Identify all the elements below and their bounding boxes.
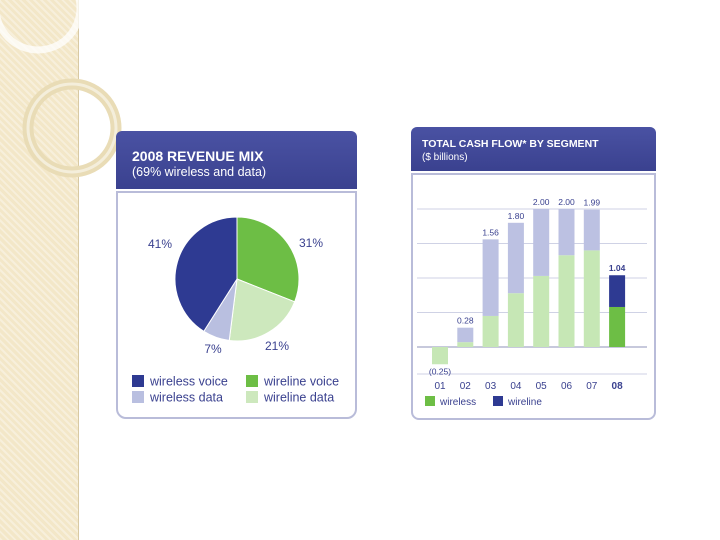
revenue-mix-header: 2008 REVENUE MIX (69% wireless and data) — [116, 131, 357, 189]
pie-slice-label: 31% — [299, 236, 323, 250]
cash-flow-panel: TOTAL CASH FLOW* BY SEGMENT ($ billions)… — [411, 127, 656, 420]
bar-wireless-02 — [457, 342, 474, 347]
bar-total-label: 1.99 — [584, 198, 601, 208]
bar-total-label: 0.28 — [457, 316, 474, 326]
legend-swatch — [132, 391, 144, 403]
pie-slice-label: 7% — [204, 342, 222, 356]
bar-total-label: 2.00 — [558, 197, 575, 207]
bar-wireline-08 — [609, 275, 626, 307]
x-tick-label: 06 — [561, 381, 573, 392]
bar-total-label: 2.00 — [533, 197, 550, 207]
bar-wireless-08 — [609, 306, 626, 347]
bar-wireless-05 — [533, 275, 550, 347]
bar-total-label: 1.04 — [609, 263, 626, 273]
chart-title: TOTAL CASH FLOW* BY SEGMENT — [422, 138, 599, 150]
bar-total-label: 1.56 — [482, 227, 499, 237]
decorative-side-band — [0, 0, 79, 540]
bar-total-label: 1.80 — [508, 211, 525, 221]
legend-label: wireline voice — [263, 375, 339, 389]
x-tick-label: 04 — [510, 381, 522, 392]
pie-slice-wireline-data — [228, 278, 296, 342]
pie-slice-label: 41% — [148, 237, 172, 251]
chart-subtitle: ($ billions) — [422, 152, 468, 163]
revenue-mix-pie-chart: 31% 21% 7% 41% wireless voice wireline voice w… — [132, 216, 339, 405]
legend-label: wireline data — [263, 391, 334, 405]
legend-swatch — [246, 391, 258, 403]
bar-wireline-04 — [507, 222, 524, 294]
bar-total-label: (0.25) — [429, 366, 451, 376]
bar-wireline-06 — [558, 209, 575, 256]
decorative-rings — [0, 0, 122, 178]
bar-wireline-03 — [482, 239, 499, 316]
revenue-mix-panel: 2008 REVENUE MIX (69% wireless and data)… — [116, 131, 357, 419]
legend-label: wireless — [439, 397, 476, 408]
bar-wireless-07 — [583, 250, 600, 347]
legend-label: wireless voice — [149, 375, 228, 389]
bar-wireless-06 — [558, 255, 575, 347]
bar-wireless-01 — [432, 347, 448, 365]
cash-flow-body: (0.25) 01 0.28 02 1.56 03 1.80 04 2.00 05 2.00 06 1.… — [411, 173, 656, 420]
pie-slice-wireless-voice — [174, 216, 238, 333]
x-tick-label: 01 — [434, 381, 446, 392]
cash-flow-header: TOTAL CASH FLOW* BY SEGMENT ($ billions) — [411, 127, 656, 171]
bar-wireline-05 — [533, 209, 550, 276]
bar-wireline-07 — [583, 209, 600, 251]
bar-wireless-04 — [507, 293, 524, 347]
x-tick-label: 02 — [460, 381, 472, 392]
chart-title: 2008 REVENUE MIX — [132, 148, 264, 164]
pie-slice-label: 21% — [265, 339, 289, 353]
x-tick-label: 03 — [485, 381, 497, 392]
legend-swatch — [425, 396, 435, 406]
legend-swatch — [246, 375, 258, 387]
bar-wireless-03 — [482, 315, 499, 347]
legend-label: wireline — [507, 397, 542, 408]
legend-label: wireless data — [149, 391, 223, 405]
x-tick-label: 08 — [612, 381, 624, 392]
x-tick-label: 05 — [536, 381, 548, 392]
legend-swatch — [132, 375, 144, 387]
legend-swatch — [493, 396, 503, 406]
chart-subtitle: (69% wireless and data) — [132, 165, 267, 179]
revenue-mix-body: 31% 21% 7% 41% wireless voice wireline voice w… — [116, 191, 357, 419]
bar-wireline-02 — [457, 327, 474, 343]
pie-slice-wireline-voice — [236, 216, 300, 303]
cash-flow-bar-chart: (0.25) 01 0.28 02 1.56 03 1.80 04 2.00 05 2.00 06 1.… — [417, 197, 647, 408]
x-tick-label: 07 — [586, 381, 598, 392]
